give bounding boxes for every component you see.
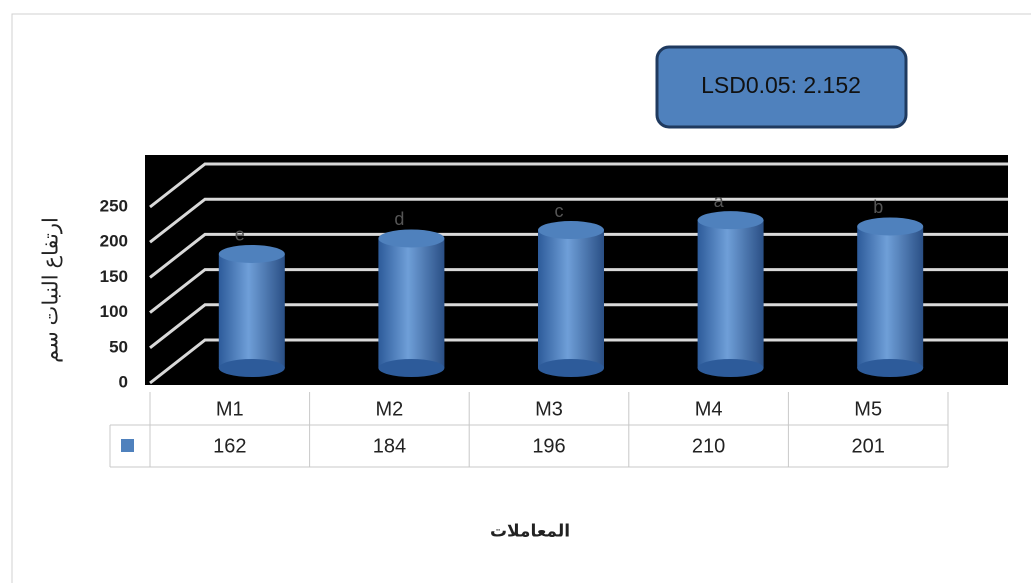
bar-top — [538, 221, 604, 240]
bar-top — [857, 217, 924, 236]
y-tick-label: 50 — [109, 337, 128, 356]
bar-base — [857, 359, 924, 377]
table-value: 162 — [213, 435, 246, 457]
bar — [857, 226, 924, 368]
bar-letter: b — [873, 197, 883, 217]
table-value: 184 — [373, 435, 406, 457]
y-tick-label: 200 — [100, 232, 128, 251]
grid-line — [149, 197, 1008, 244]
data-table — [109, 392, 949, 468]
x-axis-label: المعاملات — [490, 521, 570, 540]
bar-base — [538, 359, 604, 377]
x-tick-label: M4 — [695, 398, 723, 420]
table-value: 210 — [692, 435, 725, 457]
bar — [538, 230, 604, 368]
y-tick-label: 150 — [100, 267, 128, 286]
bar — [697, 220, 764, 368]
y-axis-label: ارتفاع النبات سم — [40, 217, 64, 363]
bar-letter: a — [714, 191, 725, 211]
bar — [378, 238, 445, 368]
x-tick-label: M3 — [535, 398, 563, 420]
grid-line — [149, 162, 1008, 209]
bar-top — [697, 211, 764, 230]
bar-letter: e — [235, 225, 245, 245]
annotation: LSD0.05: 2.152 — [701, 72, 861, 98]
y-tick-label: 100 — [100, 302, 128, 321]
table-value: 201 — [852, 435, 885, 457]
bar-base — [378, 359, 445, 377]
x-tick-label: M1 — [216, 398, 244, 420]
bar-top — [378, 229, 445, 248]
table-value: 196 — [532, 435, 565, 457]
y-tick-label: 250 — [100, 196, 128, 215]
bar-top — [218, 244, 285, 263]
annotation-box — [655, 45, 908, 129]
bar-base — [218, 359, 285, 377]
bar-base — [697, 359, 764, 377]
x-tick-label: M5 — [854, 398, 882, 420]
legend-key — [121, 439, 134, 452]
y-tick-label: 0 — [119, 372, 128, 391]
bar-letter: d — [394, 209, 404, 229]
bar-letter: c — [555, 201, 564, 221]
bar — [218, 253, 285, 368]
x-tick-label: M2 — [376, 398, 404, 420]
